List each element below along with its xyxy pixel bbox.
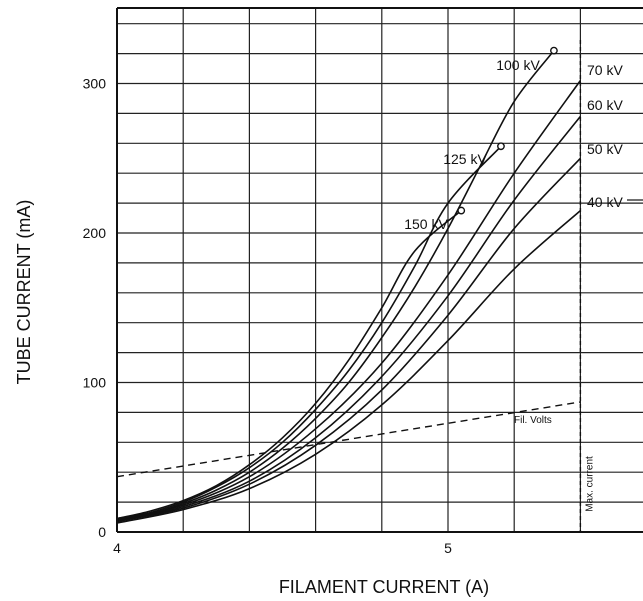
curve-label-150-kv: 150 kV [404, 216, 448, 232]
curve-label-40-kv: 40 kV [587, 194, 623, 210]
x-axis-title: FILAMENT CURRENT (A) [279, 577, 489, 597]
curve-125-kv [116, 145, 502, 520]
curve-label-125-kv: 125 kV [443, 151, 487, 167]
fil-volts-line [116, 401, 581, 478]
x-tick-label: 4 [113, 540, 121, 556]
curve-70-kv [116, 80, 582, 521]
curve-100-kv [116, 50, 555, 521]
y-tick-label: 300 [83, 76, 107, 92]
curves [116, 40, 582, 532]
curve-end-marker-150-kv [457, 206, 466, 215]
tick-labels: 4 5 0 100 200 300 [83, 76, 452, 557]
curve-60-kv [116, 115, 582, 523]
curve-label-60-kv: 60 kV [587, 97, 623, 113]
curve-label-50-kv: 50 kV [587, 141, 623, 157]
y-tick-label: 200 [83, 225, 107, 241]
curve-40-kv [116, 209, 581, 524]
curve-labels: 100 kV 125 kV 150 kV 70 kV 60 kV 50 kV 40 kV Fi… [404, 57, 643, 512]
x-tick-label: 5 [444, 540, 452, 556]
curve-150-kv [116, 209, 462, 520]
fil-volts-label: Fil. Volts [514, 415, 552, 426]
curve-50-kv [116, 157, 581, 523]
curve-end-marker-125-kv [497, 142, 505, 151]
y-axis-title: TUBE CURRENT (mA) [14, 200, 34, 385]
curve-label-70-kv: 70 kV [587, 62, 623, 78]
curve-end-marker-100-kv [550, 46, 558, 55]
curve-label-100-kv: 100 kV [496, 57, 540, 73]
grid [117, 8, 643, 532]
y-tick-label: 0 [98, 524, 106, 540]
y-tick-label: 100 [83, 375, 107, 391]
max-current-label: Max. current [584, 456, 595, 512]
plot-frame [116, 7, 643, 533]
